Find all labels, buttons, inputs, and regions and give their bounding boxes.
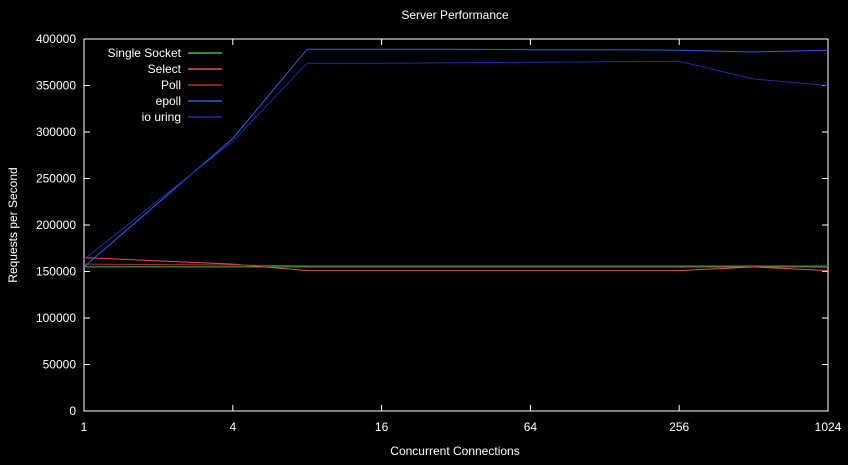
legend: Single Socket Select Poll epoll io uring [108, 46, 222, 124]
y-tick-label: 150000 [36, 265, 76, 279]
legend-label-poll: Poll [161, 78, 181, 92]
x-tick-label: 64 [524, 420, 538, 434]
x-axis-label: Concurrent Connections [390, 444, 519, 458]
series-line-io-uring [83, 60, 829, 260]
y-tick-label: 400000 [36, 32, 76, 46]
series-line-epoll [83, 48, 829, 268]
y-tick-label: 0 [69, 404, 76, 418]
x-tick-label: 16 [375, 420, 389, 434]
legend-label-select: Select [148, 62, 182, 76]
legend-label-io-uring: io uring [142, 110, 181, 124]
series-lines [83, 48, 829, 272]
legend-label-single-socket: Single Socket [108, 46, 182, 60]
series-line-poll [83, 263, 828, 267]
x-tick-label: 4 [229, 420, 236, 434]
x-tick-label: 1 [81, 420, 88, 434]
y-tick-label: 250000 [36, 172, 76, 186]
y-axis-label: Requests per Second [6, 167, 20, 282]
y-tick-label: 200000 [36, 218, 76, 232]
chart-title: Server Performance [401, 8, 509, 22]
series-line-select [83, 257, 829, 272]
y-tick-label: 300000 [36, 125, 76, 139]
y-tick-label: 100000 [36, 311, 76, 325]
axes: 0 50000 100000 150000 200000 250000 300000 3500… [36, 32, 842, 434]
plot-frame [83, 38, 829, 412]
x-tick-label: 256 [669, 420, 689, 434]
y-tick-label: 50000 [43, 358, 77, 372]
y-tick-label: 350000 [36, 79, 76, 93]
x-tick-label: 1024 [815, 420, 842, 434]
legend-label-epoll: epoll [156, 94, 181, 108]
